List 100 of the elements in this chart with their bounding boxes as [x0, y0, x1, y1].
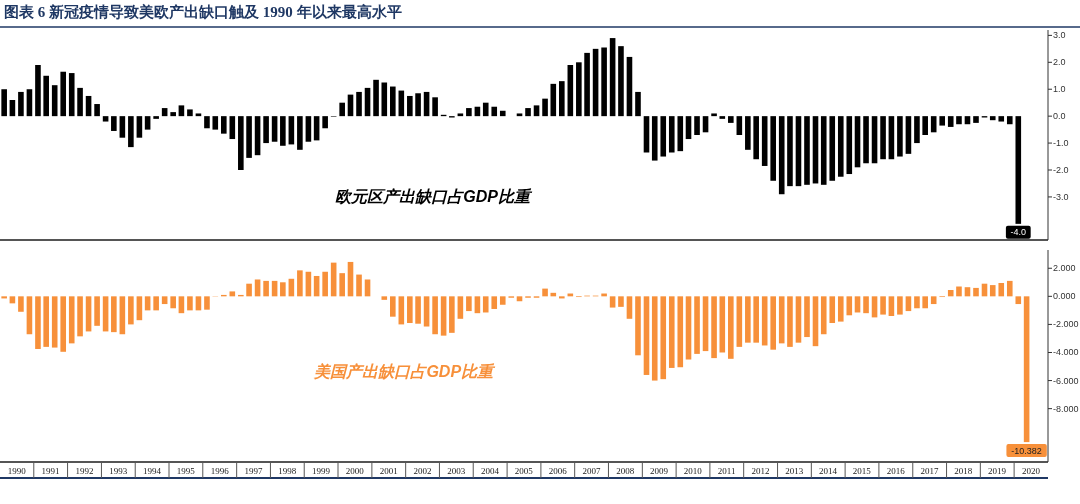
bar [381, 82, 388, 117]
bar [60, 71, 67, 117]
bar [914, 296, 920, 309]
bar [728, 116, 734, 123]
bar [905, 296, 912, 312]
bar [1006, 116, 1013, 125]
x-tick-label: 1991 [41, 466, 60, 476]
x-tick-label: 2013 [785, 466, 804, 476]
text: 美国产出缺口占GDP比重 [313, 362, 497, 381]
bar [280, 116, 286, 146]
bar [77, 296, 83, 337]
x-tick-label: 2007 [582, 466, 601, 476]
bar [804, 296, 810, 338]
x-tick-label: 1996 [210, 466, 230, 476]
bar [677, 296, 684, 368]
x-tick-label: 2006 [548, 466, 568, 476]
bar [449, 296, 455, 333]
bar [736, 296, 743, 347]
bar [187, 109, 193, 117]
bar [550, 83, 557, 117]
bar [297, 116, 303, 150]
bar [939, 116, 946, 126]
x-tick-label: 2019 [988, 466, 1007, 476]
bar [43, 296, 49, 347]
bar [837, 116, 844, 177]
bar [432, 97, 438, 117]
x-tick-label: 2011 [717, 466, 736, 476]
bar [482, 102, 489, 117]
bar [297, 270, 303, 297]
y-tick-label: -2.000 [1053, 319, 1079, 330]
bar [736, 116, 743, 135]
bar [457, 113, 464, 117]
x-tick-label: 2000 [345, 466, 365, 476]
bar [711, 296, 717, 359]
x-tick-label: 2001 [379, 466, 398, 476]
bar [1, 89, 7, 117]
y-tick-label: 1.0 [1053, 84, 1066, 95]
bar [753, 296, 759, 343]
bar [601, 47, 607, 117]
bar [204, 116, 210, 129]
bar [711, 113, 717, 117]
bar [373, 79, 379, 117]
bar [559, 296, 565, 299]
bar [153, 116, 159, 119]
bar [516, 113, 523, 117]
bar [111, 116, 117, 131]
bar [837, 296, 844, 322]
bar [432, 296, 438, 335]
bar [998, 116, 1005, 122]
bar [499, 110, 506, 117]
bar [339, 102, 345, 117]
y-tick-label: 2.000 [1053, 263, 1076, 274]
bar [897, 116, 903, 157]
bar [618, 296, 624, 307]
x-tick-label: 2003 [447, 466, 466, 476]
bar [407, 296, 413, 324]
bar [119, 116, 126, 138]
bar [745, 296, 751, 343]
bar [559, 81, 565, 117]
bar [9, 296, 16, 304]
bar [26, 296, 33, 335]
bar [246, 116, 252, 158]
y-tick-label: 3.0 [1053, 30, 1066, 41]
bar [263, 280, 269, 297]
bar [77, 87, 83, 117]
bar [51, 85, 58, 117]
bar [43, 75, 49, 117]
bar [914, 116, 920, 144]
bar [576, 62, 582, 117]
bar [364, 279, 371, 297]
bar [618, 46, 624, 117]
x-tick-label: 2009 [650, 466, 669, 476]
bar [423, 296, 430, 327]
bar [922, 116, 928, 135]
bar [254, 279, 261, 297]
bar [128, 296, 134, 325]
bar [820, 296, 827, 335]
bar [643, 296, 650, 375]
bar [178, 296, 185, 314]
bar [956, 286, 962, 297]
bar [246, 283, 252, 297]
bar [271, 116, 278, 142]
bar [195, 113, 202, 117]
bar [263, 116, 269, 144]
bar [753, 116, 759, 160]
bar [542, 288, 548, 297]
bar [989, 285, 996, 297]
x-tick-label: 2018 [954, 466, 973, 476]
bar [846, 296, 853, 316]
bar [829, 116, 836, 181]
y-tick-label: -6.000 [1053, 375, 1079, 386]
bar [820, 116, 827, 185]
bar [161, 296, 168, 305]
x-tick-label: 2014 [819, 466, 838, 476]
bar [989, 116, 996, 121]
bar [719, 116, 726, 119]
bar [728, 296, 734, 359]
bar [356, 91, 362, 117]
x-tick-label: 2008 [616, 466, 635, 476]
bar [702, 296, 709, 352]
